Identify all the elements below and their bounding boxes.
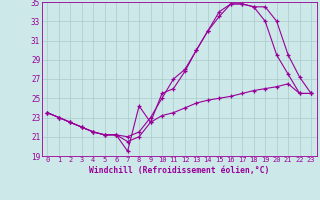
X-axis label: Windchill (Refroidissement éolien,°C): Windchill (Refroidissement éolien,°C) [89, 166, 269, 175]
